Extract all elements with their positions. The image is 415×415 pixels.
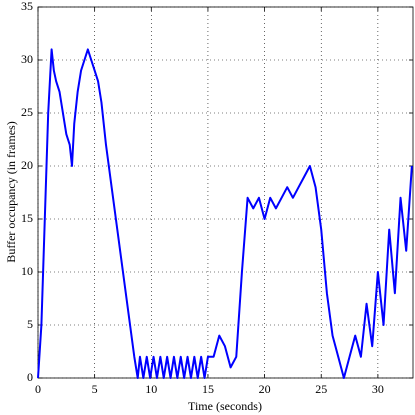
y-tick-label: 35 — [21, 0, 33, 13]
x-tick-label: 30 — [372, 382, 384, 396]
x-tick-label: 0 — [35, 382, 41, 396]
y-tick-label: 25 — [21, 105, 33, 119]
data-line — [37, 48, 413, 379]
y-tick-label: 20 — [21, 158, 33, 172]
y-tick-label: 10 — [21, 264, 33, 278]
x-tick-label: 15 — [202, 382, 214, 396]
x-tick-label: 25 — [315, 382, 327, 396]
y-tick-label: 15 — [21, 211, 33, 225]
y-tick-label: 5 — [27, 317, 33, 331]
x-tick-label: 10 — [145, 382, 157, 396]
y-axis-label: Buffer occupancy (in frames) — [4, 121, 18, 262]
x-axis-label: Time (seconds) — [188, 399, 262, 413]
y-tick-label: 30 — [21, 52, 33, 66]
plot-frame — [37, 6, 414, 379]
y-tick-label: 0 — [27, 370, 33, 384]
x-tick-label: 20 — [259, 382, 271, 396]
x-tick-label: 5 — [92, 382, 98, 396]
